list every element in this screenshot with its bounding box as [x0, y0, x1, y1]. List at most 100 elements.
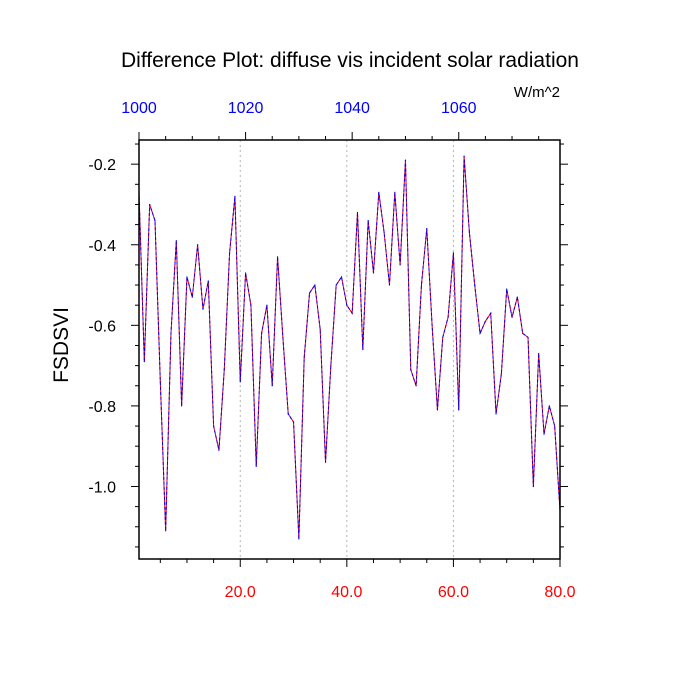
data-point: [175, 240, 177, 242]
data-point: [410, 369, 412, 371]
data-point: [181, 405, 183, 407]
data-point: [468, 232, 471, 234]
top-tick-label-2: 1040: [334, 100, 370, 117]
top-tick-label-3: 1060: [441, 100, 477, 117]
data-point: [335, 284, 337, 286]
data-point: [388, 284, 391, 286]
data-point: [154, 219, 156, 222]
data-point: [330, 365, 332, 367]
data-point: [394, 191, 396, 193]
data-point: [474, 284, 476, 286]
data-point: [527, 336, 529, 339]
data-point: [479, 332, 481, 334]
data-point: [495, 413, 497, 415]
data-point: [436, 409, 439, 411]
data-point: [554, 425, 556, 427]
data-point: [362, 348, 364, 351]
data-point: [234, 195, 236, 198]
data-point: [255, 465, 257, 467]
data-point: [298, 538, 300, 540]
axes: 20.0 40.0 60.0 80.0 1000 1020 1040 1060 -0.2 -0.4…: [88, 100, 575, 601]
data-point: [442, 336, 444, 339]
x-tick-label-0: 20.0: [225, 584, 256, 601]
data-point: [239, 381, 241, 383]
data-point: [463, 155, 465, 157]
y-tick-label-4: -1.0: [88, 479, 116, 496]
data-point: [223, 369, 225, 371]
data-point: [276, 256, 279, 258]
data-point: [543, 433, 545, 435]
plot-frame: [138, 139, 561, 560]
data-point: [500, 373, 502, 375]
data-point: [351, 312, 353, 314]
data-point: [165, 530, 167, 532]
x-tick-label-3: 80.0: [544, 584, 575, 601]
data-point: [244, 272, 247, 274]
data-point: [324, 461, 327, 463]
data-point: [218, 449, 220, 451]
data-point: [415, 385, 417, 387]
y-tick-label-1: -0.4: [88, 238, 116, 255]
x-tick-label-2: 60.0: [438, 584, 469, 601]
y-tick-label-2: -0.6: [88, 318, 116, 335]
data-point: [319, 328, 321, 330]
y-tick-label-0: -0.2: [88, 157, 116, 174]
data-point: [532, 485, 534, 488]
data-point: [266, 304, 268, 306]
data-point: [431, 324, 433, 326]
data-point: [447, 316, 449, 318]
data-point: [346, 304, 348, 306]
top-tick-label-1: 1020: [228, 100, 264, 117]
data-point: [458, 409, 460, 411]
data-point: [484, 320, 486, 322]
y-axis-label: FSDSVI: [50, 307, 73, 383]
data-point: [149, 203, 151, 206]
data-point: [271, 385, 273, 387]
data-point: [506, 288, 508, 290]
data-point: [340, 276, 343, 278]
data-point: [538, 352, 540, 355]
data-point: [282, 336, 284, 339]
series-layer: [138, 155, 561, 540]
chart-units: W/m^2: [514, 84, 560, 101]
data-point: [356, 211, 359, 214]
data-point: [207, 280, 209, 282]
data-point: [303, 356, 305, 359]
data-point: [452, 252, 455, 254]
data-point: [372, 272, 375, 274]
y-tick-label-3: -0.8: [88, 399, 116, 416]
data-point: [383, 232, 385, 234]
data-point: [260, 332, 263, 334]
data-point: [314, 284, 316, 286]
data-point: [292, 421, 295, 423]
gridlines: [239, 140, 454, 559]
data-point: [250, 304, 252, 306]
data-point: [511, 316, 513, 318]
data-point: [420, 284, 423, 286]
data-point: [197, 244, 199, 246]
top-tick-label-0: 1000: [121, 100, 157, 117]
data-point: [522, 332, 524, 334]
data-point: [143, 360, 145, 363]
series-line-base-0: [138, 156, 561, 539]
data-point: [287, 413, 289, 415]
x-tick-label-1: 40.0: [331, 584, 362, 601]
data-point: [186, 276, 188, 278]
data-point: [170, 332, 172, 334]
data-point: [228, 252, 231, 254]
data-point: [490, 312, 492, 314]
chart-title: Difference Plot: diffuse vis incident so…: [121, 49, 579, 72]
data-point: [202, 308, 204, 310]
data-point: [516, 296, 518, 298]
data-point: [404, 159, 407, 161]
data-point: [426, 228, 428, 230]
data-point: [191, 296, 193, 298]
data-point: [213, 425, 215, 427]
data-point: [367, 219, 369, 222]
data-point: [308, 292, 311, 294]
data-point: [399, 264, 401, 266]
data-point: [548, 405, 550, 407]
series-line-0: [138, 156, 561, 539]
data-point: [159, 381, 161, 383]
